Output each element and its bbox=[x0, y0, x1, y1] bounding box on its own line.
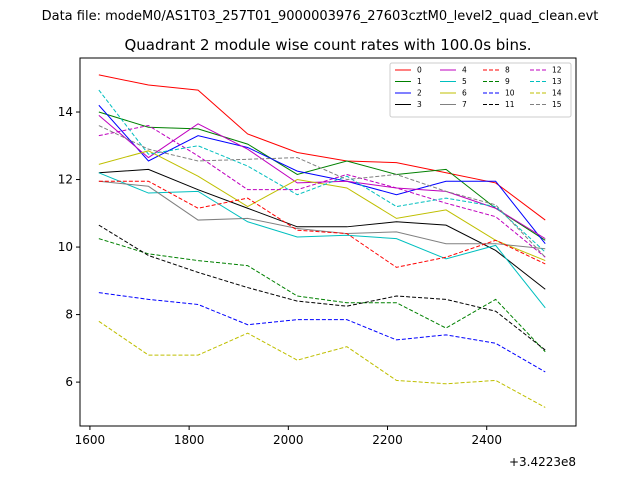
legend-label-15: 15 bbox=[552, 100, 562, 109]
x-axis: 1600 1800 2000 2200 2400 bbox=[75, 426, 502, 447]
series-line-12 bbox=[98, 124, 546, 258]
legend-label-0: 0 bbox=[417, 66, 422, 75]
series-line-14 bbox=[98, 320, 546, 408]
y-tick-label: 10 bbox=[58, 240, 73, 254]
legend-label-11: 11 bbox=[505, 100, 515, 109]
legend-label-14: 14 bbox=[552, 89, 562, 98]
x-tick-label: 2400 bbox=[471, 433, 502, 447]
legend-label-6: 6 bbox=[462, 89, 467, 98]
x-tick-label: 2200 bbox=[372, 433, 403, 447]
legend-box bbox=[389, 62, 572, 118]
series-line-0 bbox=[98, 74, 546, 221]
series-line-8 bbox=[98, 180, 546, 268]
x-tick-label: 1600 bbox=[75, 433, 106, 447]
series-line-13 bbox=[98, 89, 546, 253]
y-tick-label: 14 bbox=[58, 105, 73, 119]
series-layer bbox=[98, 74, 546, 408]
axes-frame bbox=[79, 57, 577, 427]
series-line-3 bbox=[98, 168, 546, 290]
x-offset-label: +3.4223e8 bbox=[509, 455, 576, 469]
y-tick-label: 8 bbox=[65, 308, 73, 322]
legend-label-7: 7 bbox=[462, 100, 467, 109]
series-line-6 bbox=[98, 150, 546, 262]
chart-title: Quadrant 2 module wise count rates with … bbox=[124, 36, 531, 54]
legend-label-9: 9 bbox=[505, 77, 510, 86]
legend-label-2: 2 bbox=[417, 89, 422, 98]
legend-label-13: 13 bbox=[552, 77, 562, 86]
series-line-7 bbox=[98, 180, 546, 250]
legend-label-4: 4 bbox=[462, 66, 467, 75]
legend-label-12: 12 bbox=[552, 66, 562, 75]
x-tick-label: 1800 bbox=[174, 433, 205, 447]
suptitle: Data file: modeM0/AS1T03_257T01_90000039… bbox=[42, 9, 599, 24]
series-line-2 bbox=[98, 104, 546, 245]
series-line-11 bbox=[98, 224, 546, 351]
series-line-5 bbox=[98, 172, 546, 309]
y-tick-label: 12 bbox=[58, 173, 73, 187]
series-line-10 bbox=[98, 292, 546, 373]
y-tick-label: 6 bbox=[65, 375, 73, 389]
x-tick-label: 2000 bbox=[273, 433, 304, 447]
y-axis: 6 8 10 12 14 bbox=[58, 105, 80, 389]
legend-label-8: 8 bbox=[505, 66, 510, 75]
legend-label-5: 5 bbox=[462, 77, 467, 86]
series-line-9 bbox=[98, 238, 546, 353]
legend-label-3: 3 bbox=[417, 100, 422, 109]
series-line-1 bbox=[98, 111, 546, 241]
legend-label-1: 1 bbox=[417, 77, 422, 86]
series-line-15 bbox=[98, 125, 546, 258]
legend-label-10: 10 bbox=[505, 89, 515, 98]
